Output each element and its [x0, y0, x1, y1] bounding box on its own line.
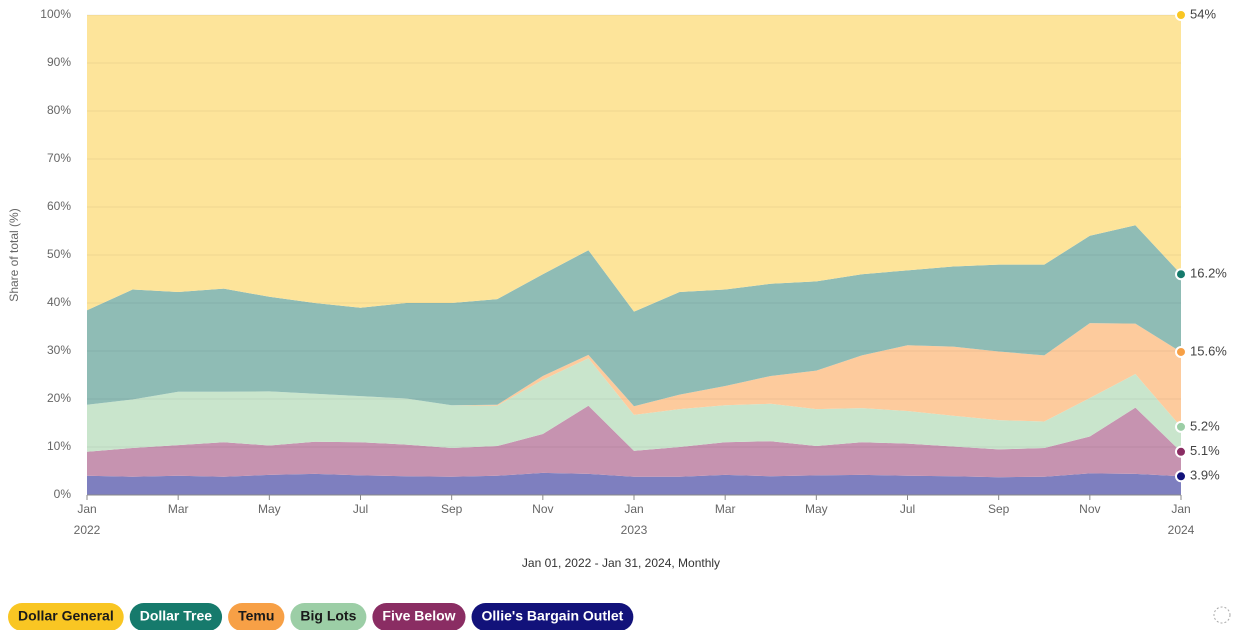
end-dot [1175, 470, 1187, 483]
legend-item[interactable]: Big Lots [290, 603, 367, 630]
y-tick-label: 70% [47, 151, 71, 165]
legend-pill [290, 603, 367, 630]
y-tick-label: 50% [47, 247, 71, 261]
area [87, 323, 1181, 427]
end-dot [1175, 420, 1187, 433]
overlay: 3.9% 5.1% 5.2% 15.6% 16.2% 54% [1175, 6, 1227, 483]
end-dot [1175, 268, 1187, 281]
x-tick-label: Jan [624, 502, 643, 516]
legend-item[interactable]: Five Below [372, 603, 466, 630]
y-tick-label: 30% [47, 343, 71, 357]
area [87, 358, 1181, 452]
end-label: 54% [1190, 6, 1216, 21]
y-axis-label: Share of total (%) [7, 208, 21, 301]
x-tick-label: Mar [715, 502, 736, 516]
legend-item[interactable]: Dollar Tree [129, 603, 223, 630]
x-tick-label: Jul [900, 502, 915, 516]
y-tick-label: 0% [54, 487, 72, 501]
end-label: 5.2% [1190, 418, 1220, 433]
legend: Dollar General Dollar Tree Temu Big Lots Fiv… [8, 603, 634, 630]
legend-item[interactable]: Dollar General [8, 603, 124, 630]
loading-icon [1213, 606, 1231, 624]
areas [87, 14, 1181, 496]
y-tick-label: 90% [47, 55, 71, 69]
x-tick-label: Sep [441, 502, 463, 516]
x-tick-label: Jan [77, 502, 96, 516]
legend-item[interactable]: Temu [228, 603, 285, 630]
x-tick-label: Jul [353, 502, 368, 516]
x-tick-label: Sep [988, 502, 1010, 516]
y-tick-label: 40% [47, 295, 71, 309]
end-label: 3.9% [1190, 468, 1220, 483]
legend-label: Temu [238, 608, 274, 624]
legend-label: Five Below [382, 608, 455, 624]
end-dot [1175, 9, 1187, 21]
area [87, 15, 1181, 312]
y-tick-label: 80% [47, 103, 71, 117]
y-tick-label: 60% [47, 199, 71, 213]
y-tick-label: 20% [47, 391, 71, 405]
legend-label: Ollie's Bargain Outlet [482, 608, 624, 624]
x-tick-year: 2024 [1168, 523, 1195, 537]
area [87, 472, 1181, 495]
legend-pill [471, 603, 634, 630]
end-label: 16.2% [1190, 266, 1227, 281]
x-tick-label: Nov [1079, 502, 1100, 516]
legend-pill [8, 603, 124, 630]
x-tick-label: May [805, 502, 828, 516]
x-tick-label: May [258, 502, 281, 516]
legend-label: Dollar Tree [140, 608, 213, 624]
end-label: 15.6% [1190, 343, 1227, 358]
end-dot [1175, 345, 1187, 358]
x-tick-year: 2023 [621, 523, 648, 537]
legend-pill [372, 603, 466, 630]
area [87, 405, 1181, 478]
end-dot [1175, 445, 1187, 458]
y-tick-label: 10% [47, 439, 71, 453]
x-axis-label: Jan 01, 2022 - Jan 31, 2024, Monthly [522, 556, 720, 570]
legend-item[interactable]: Ollie's Bargain Outlet [471, 603, 634, 630]
legend-pill [228, 603, 285, 630]
legend-label: Dollar General [18, 608, 114, 624]
area [87, 225, 1181, 407]
x-tick-year: 2022 [74, 523, 101, 537]
legend-label: Big Lots [300, 608, 356, 624]
x-tick-label: Mar [168, 502, 189, 516]
y-tick-label: 100% [40, 7, 71, 21]
x-tick-label: Nov [532, 502, 553, 516]
legend-pill [129, 603, 223, 630]
end-label: 5.1% [1190, 443, 1220, 458]
x-tick-label: Jan [1171, 502, 1190, 516]
